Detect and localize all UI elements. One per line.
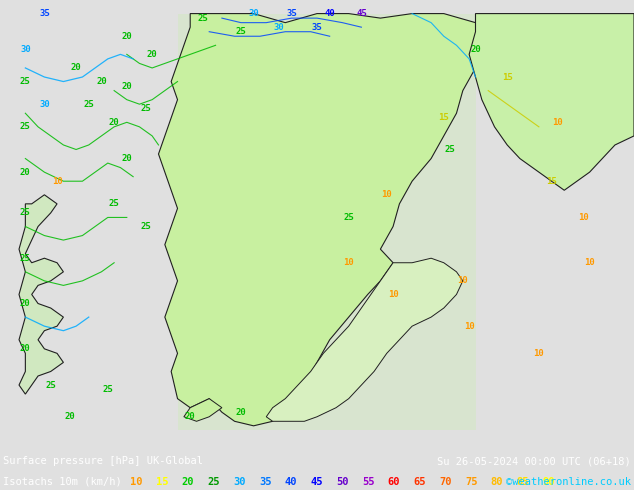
Text: 35: 35 (259, 477, 271, 487)
Text: 30: 30 (20, 46, 30, 54)
Text: 15: 15 (502, 73, 512, 81)
Text: 80: 80 (491, 477, 503, 487)
Polygon shape (469, 14, 634, 190)
Text: 30: 30 (39, 99, 49, 109)
Text: 60: 60 (387, 477, 400, 487)
Text: 20: 20 (122, 81, 132, 91)
Text: 20: 20 (185, 412, 195, 421)
Text: 70: 70 (439, 477, 451, 487)
Polygon shape (184, 399, 222, 421)
Text: 75: 75 (465, 477, 477, 487)
Text: 20: 20 (65, 412, 75, 421)
Text: 20: 20 (71, 63, 81, 73)
Text: 45: 45 (311, 477, 323, 487)
Text: 25: 25 (84, 99, 94, 109)
Text: 25: 25 (445, 145, 455, 154)
Text: 20: 20 (236, 408, 246, 416)
Text: 45: 45 (356, 9, 366, 18)
Text: 20: 20 (109, 118, 119, 127)
Text: 10: 10 (52, 177, 62, 186)
Text: 30: 30 (233, 477, 245, 487)
Polygon shape (266, 258, 463, 421)
Text: 25: 25 (141, 222, 151, 231)
Text: Su 26-05-2024 00:00 UTC (06+18): Su 26-05-2024 00:00 UTC (06+18) (437, 456, 631, 466)
Text: 25: 25 (236, 27, 246, 36)
Text: 55: 55 (362, 477, 374, 487)
Polygon shape (158, 14, 482, 426)
Text: 20: 20 (147, 50, 157, 59)
Text: 35: 35 (39, 9, 49, 18)
Text: 20: 20 (96, 77, 107, 86)
Text: 35: 35 (287, 9, 297, 18)
Text: 25: 25 (198, 14, 208, 23)
Text: 10: 10 (464, 321, 474, 331)
Text: 25: 25 (344, 213, 354, 222)
Text: ©weatheronline.co.uk: ©weatheronline.co.uk (506, 477, 631, 487)
Text: 25: 25 (207, 477, 220, 487)
Text: 25: 25 (20, 77, 30, 86)
Text: 20: 20 (122, 32, 132, 41)
Text: 25: 25 (109, 199, 119, 208)
Text: 30: 30 (274, 23, 284, 32)
Text: Surface pressure [hPa] UK-Global: Surface pressure [hPa] UK-Global (3, 456, 203, 466)
Text: 15: 15 (547, 177, 557, 186)
Text: 30: 30 (249, 9, 259, 18)
Text: 10: 10 (534, 349, 544, 358)
Text: 20: 20 (181, 477, 194, 487)
Polygon shape (19, 195, 63, 394)
Text: 40: 40 (325, 9, 335, 18)
Text: 10: 10 (585, 258, 595, 267)
Text: 25: 25 (20, 254, 30, 263)
Text: 90: 90 (542, 477, 555, 487)
Text: 85: 85 (517, 477, 529, 487)
Text: 50: 50 (336, 477, 349, 487)
Text: 10: 10 (130, 477, 143, 487)
Polygon shape (178, 14, 476, 430)
Text: 10: 10 (388, 290, 398, 299)
Text: 25: 25 (46, 381, 56, 390)
Text: 10: 10 (382, 190, 392, 199)
Text: 25: 25 (103, 385, 113, 394)
Text: 65: 65 (413, 477, 426, 487)
Text: Isotachs 10m (km/h): Isotachs 10m (km/h) (3, 477, 122, 487)
Text: 10: 10 (458, 276, 468, 285)
Text: 25: 25 (20, 122, 30, 131)
Text: 10: 10 (344, 258, 354, 267)
Text: 15: 15 (439, 113, 449, 122)
Text: 25: 25 (20, 208, 30, 218)
Text: 35: 35 (312, 23, 322, 32)
Text: 10: 10 (553, 118, 563, 127)
Text: 40: 40 (285, 477, 297, 487)
Text: 20: 20 (20, 299, 30, 308)
Text: 20: 20 (20, 168, 30, 176)
Text: 10: 10 (578, 213, 588, 222)
Text: 20: 20 (20, 344, 30, 353)
Text: 20: 20 (470, 46, 481, 54)
Text: 15: 15 (156, 477, 168, 487)
Text: 20: 20 (122, 154, 132, 163)
Text: 25: 25 (141, 104, 151, 113)
